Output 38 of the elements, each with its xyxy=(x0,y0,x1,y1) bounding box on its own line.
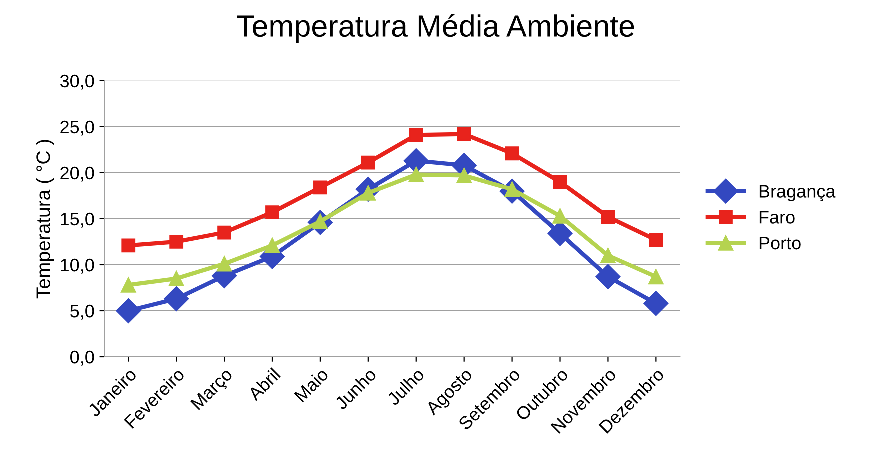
point xyxy=(596,264,621,290)
y-tick-label: 0,0 xyxy=(70,350,94,366)
y-tick-label: 15,0 xyxy=(61,212,94,228)
point xyxy=(218,226,232,240)
point xyxy=(266,206,280,220)
point xyxy=(168,271,184,286)
legend-label: Faro xyxy=(760,211,795,224)
point xyxy=(648,269,664,285)
point xyxy=(505,146,520,161)
y-axis-title: Temperatura ( °C ) xyxy=(36,140,54,299)
point xyxy=(553,175,568,190)
y-tick-label: 20,0 xyxy=(60,166,94,182)
chart-title: Temperatura Média Ambiente xyxy=(237,14,634,44)
point xyxy=(164,286,190,312)
legend-label: Bragança xyxy=(760,185,836,202)
y-tick-label: 30,0 xyxy=(60,74,94,90)
point xyxy=(122,238,136,253)
y-tick-label: 5,0 xyxy=(70,304,94,320)
y-tick-label: 25,0 xyxy=(60,120,94,136)
point xyxy=(408,167,424,182)
point xyxy=(120,278,136,293)
point xyxy=(216,256,232,272)
point xyxy=(644,291,669,316)
point xyxy=(457,127,472,142)
point xyxy=(264,238,280,254)
point xyxy=(170,235,184,249)
y-tick-label: 10,0 xyxy=(61,258,94,274)
point xyxy=(409,128,424,142)
point xyxy=(314,180,328,195)
point xyxy=(361,156,376,170)
point xyxy=(456,168,472,184)
point xyxy=(116,298,142,324)
point xyxy=(601,210,616,224)
point xyxy=(552,208,568,224)
point xyxy=(600,248,616,264)
point xyxy=(649,233,664,248)
legend-label: Porto xyxy=(760,237,801,250)
point xyxy=(404,148,429,174)
